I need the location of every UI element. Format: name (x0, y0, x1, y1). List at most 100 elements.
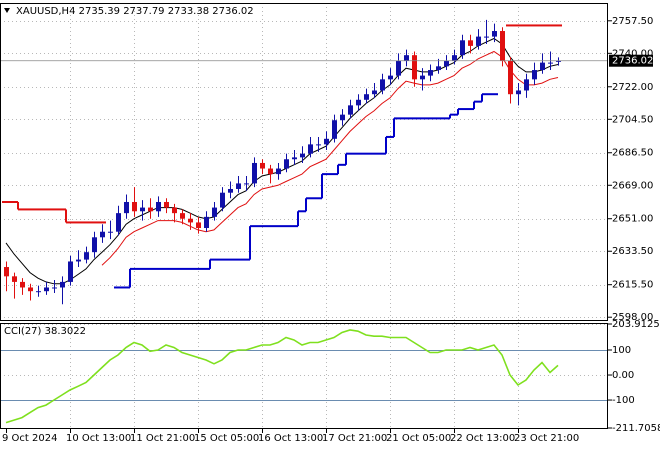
x-tick-label: 9 Oct 2024 (2, 433, 57, 444)
candle-body (380, 79, 385, 91)
candle-body (220, 192, 225, 208)
candle-body (148, 207, 153, 212)
high-value: 2737.79 (123, 6, 164, 17)
candle-body (340, 114, 345, 121)
candle-body (20, 281, 25, 288)
candle-body (316, 144, 321, 146)
symbol: XAUUSD,H4 (16, 6, 75, 17)
candle-body (172, 207, 177, 214)
y-tick-label: 2598.00 (612, 312, 653, 323)
y-tick-label: 203.9125 (612, 319, 660, 330)
candle-body (556, 60, 561, 62)
candle-body (44, 287, 49, 292)
candle-body (444, 60, 449, 67)
y-tick-label: 2757.50 (612, 16, 653, 27)
candle-body (196, 222, 201, 229)
candle-body (300, 153, 305, 158)
y-tick-label: 0.00 (612, 370, 634, 381)
current-price-box (609, 54, 653, 67)
candle-body (476, 36, 481, 46)
candle-body (164, 201, 169, 208)
candle-body (260, 162, 265, 169)
indicator-line (5, 329, 559, 424)
y-tick-label: -100 (612, 395, 635, 406)
candle-body (324, 138, 329, 145)
candle-body (116, 213, 121, 232)
y-tick-label: 2704.50 (612, 114, 653, 125)
candle-body (388, 75, 393, 80)
candle-body (356, 99, 361, 106)
y-tick-label: 2651.00 (612, 214, 653, 225)
x-tick-label: 11 Oct 21:00 (130, 433, 195, 444)
candle-body (204, 216, 209, 229)
candle-body (404, 55, 409, 61)
candle-body (508, 60, 513, 95)
candle-body (500, 31, 505, 61)
candle-body (308, 144, 313, 154)
candle-body (460, 40, 465, 56)
candle-body (436, 66, 441, 71)
candle-body (12, 276, 17, 282)
y-tick-label: -211.7058 (612, 423, 660, 434)
candle-body (516, 90, 521, 95)
y-tick-label: 2722.00 (612, 82, 653, 93)
candle-body (76, 259, 81, 262)
x-tick-label: 15 Oct 05:00 (194, 433, 259, 444)
x-tick-label: 17 Oct 21:00 (322, 433, 387, 444)
candle-body (276, 168, 281, 175)
candle-body (140, 207, 145, 212)
marks-layer (0, 19, 608, 424)
x-tick-label: 10 Oct 13:00 (66, 433, 131, 444)
candle-body (372, 90, 377, 95)
candle-body (484, 36, 489, 38)
candle-body (268, 168, 273, 175)
candle-body (180, 213, 185, 219)
indicator-line (101, 50, 559, 266)
candle-body (540, 62, 545, 71)
candle-body (212, 207, 217, 217)
candle-body (132, 201, 137, 212)
candle-body (332, 120, 337, 139)
candle-body (396, 60, 401, 76)
candle-body (428, 70, 433, 76)
candle-body (100, 231, 105, 238)
low-value: 2733.38 (168, 6, 209, 17)
candle-body (532, 70, 537, 80)
candle-body (468, 40, 473, 46)
chart-header: XAUUSD,H4 2735.39 2737.79 2733.38 2736.0… (16, 6, 254, 17)
candle-body (420, 75, 425, 80)
candle-body (292, 157, 297, 160)
candle-body (36, 291, 41, 293)
collapse-arrow[interactable] (4, 8, 10, 13)
x-tick-label: 21 Oct 05:00 (386, 433, 451, 444)
x-tick-label: 16 Oct 13:00 (258, 433, 323, 444)
main-panel-frame (0, 3, 608, 321)
candle-body (52, 287, 57, 289)
cci-header: CCI(27) 38.3022 (4, 326, 86, 337)
candle-body (108, 231, 113, 233)
cci-panel-frame (0, 323, 608, 429)
close-value: 2736.02 (212, 6, 253, 17)
y-tick-label: 2669.00 (612, 180, 653, 191)
y-tick-label: 2615.50 (612, 280, 653, 291)
candle-body (124, 201, 129, 214)
y-tick-label: 2740.00 (612, 48, 653, 59)
candle-body (244, 183, 249, 185)
x-tick-label: 22 Oct 13:00 (450, 433, 515, 444)
candle-body (364, 94, 369, 100)
candle-body (348, 105, 353, 115)
candle-body (68, 261, 73, 282)
candle-body (84, 252, 89, 260)
y-tick-label: 2686.50 (612, 148, 653, 159)
candle-body (92, 237, 97, 253)
candle-body (412, 55, 417, 80)
candle-body (188, 218, 193, 223)
y-tick-label: 100 (612, 345, 631, 356)
indicator-line (5, 37, 559, 285)
candle-body (236, 183, 241, 189)
cci-name: CCI(27) (4, 326, 42, 337)
